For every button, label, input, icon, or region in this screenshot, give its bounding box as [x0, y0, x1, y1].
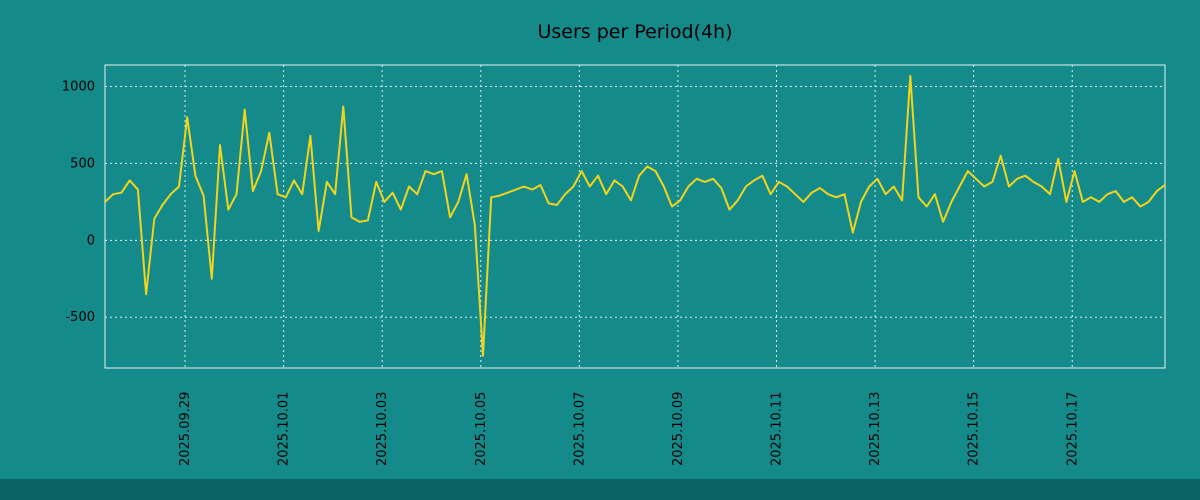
- x-tick-label: 2025.10.09: [671, 392, 686, 466]
- axis-frame: [104, 64, 1166, 369]
- axis-labels: 1000 500 0 -500 2025.09.29 2025.10.01 2025.10.…: [62, 80, 1080, 466]
- footer-bar: [0, 479, 1200, 500]
- x-tick-label: 2025.10.11: [770, 392, 785, 466]
- chart-title: Users per Period(4h): [537, 21, 732, 43]
- y-tick-label: 0: [87, 233, 95, 248]
- x-tick-label: 2025.10.03: [375, 392, 390, 466]
- plot-frame: [104, 64, 1166, 369]
- x-tick-label: 2025.10.07: [572, 392, 587, 466]
- x-tick-label: 2025.10.05: [474, 392, 489, 466]
- x-tick-label: 2025.10.13: [868, 392, 883, 466]
- x-tick-label: 2025.10.01: [277, 392, 292, 466]
- series-line: [104, 74, 1166, 357]
- x-tick-label: 2025.10.17: [1065, 392, 1080, 466]
- y-tick-label: 1000: [62, 80, 95, 95]
- grid-lines: [105, 65, 1165, 368]
- y-tick-label: -500: [65, 310, 95, 325]
- x-tick-label: 2025.09.29: [178, 392, 193, 466]
- x-tick-label: 2025.10.15: [967, 392, 982, 466]
- y-tick-label: 500: [70, 156, 95, 171]
- data-series: [104, 74, 1166, 357]
